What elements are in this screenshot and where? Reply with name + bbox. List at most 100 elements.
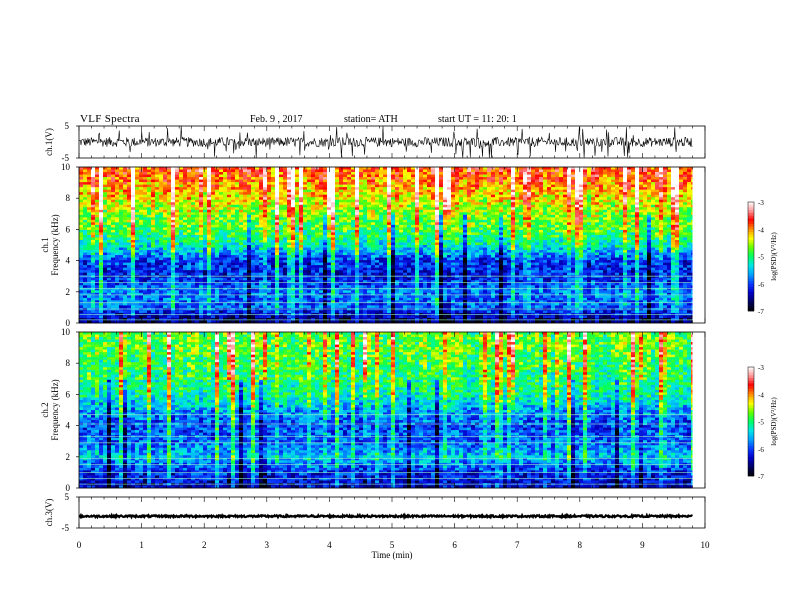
chart-title: VLF Spectra <box>80 113 140 125</box>
x-tick-label: 9 <box>640 540 645 550</box>
y-tick-label: 5 <box>65 121 70 131</box>
colorbar-cell <box>748 451 754 455</box>
colorbar-cell <box>748 369 754 373</box>
colorbar-cell <box>748 386 754 390</box>
colorbar-cell <box>748 448 754 452</box>
colorbar-tick-label: -6 <box>758 281 764 289</box>
colorbar-cell <box>748 237 754 241</box>
x-tick-label: 8 <box>578 540 583 550</box>
colorbar-label: log(PSD)(V²/Hz) <box>770 232 778 281</box>
y-axis-label: ch.1(V) <box>44 128 54 156</box>
colorbar-cell <box>748 421 754 425</box>
colorbar-cell <box>748 410 754 414</box>
colorbar-cell <box>748 210 754 214</box>
colorbar-cell <box>748 308 754 312</box>
colorbar-cell <box>748 259 754 263</box>
y-axis-label: Frequency (kHz) <box>50 379 60 440</box>
y-tick-label: 0 <box>66 483 71 493</box>
colorbar-cell <box>748 223 754 227</box>
colorbar-cell <box>748 367 754 371</box>
x-axis-label: Time (min) <box>372 550 413 560</box>
colorbar-cell <box>748 253 754 257</box>
colorbar-cell <box>748 256 754 260</box>
colorbar-cell <box>748 380 754 384</box>
colorbar-cell <box>748 289 754 293</box>
colorbar <box>747 201 755 312</box>
x-tick-label: 4 <box>327 540 332 550</box>
colorbar-cell <box>748 407 754 411</box>
colorbar-tick-label: -4 <box>758 391 764 399</box>
colorbar-cell <box>748 275 754 279</box>
colorbar-cell <box>748 226 754 230</box>
ch1-spectrogram <box>79 167 693 324</box>
colorbar-cell <box>748 426 754 430</box>
colorbar-tick-label: -5 <box>758 419 764 427</box>
colorbar-cell <box>748 437 754 441</box>
x-tick-label: 2 <box>202 540 207 550</box>
date-label: Feb. 9 , 2017 <box>250 114 303 125</box>
colorbar-cell <box>748 432 754 436</box>
ch2-spectrogram <box>79 332 693 489</box>
colorbar-cell <box>748 286 754 290</box>
station-label: station= ATH <box>344 114 398 125</box>
colorbar-cell <box>748 473 754 477</box>
colorbar-cell <box>748 231 754 235</box>
ch3-waveform-trace <box>78 512 694 521</box>
colorbar-cell <box>748 467 754 471</box>
colorbar-cell <box>748 297 754 301</box>
colorbar-cell <box>748 283 754 287</box>
colorbar-cell <box>748 394 754 398</box>
colorbar-cell <box>748 456 754 460</box>
colorbar-cell <box>748 372 754 376</box>
colorbar-cell <box>748 377 754 381</box>
colorbar-cell <box>748 267 754 271</box>
colorbar-cell <box>748 207 754 211</box>
colorbar-cell <box>748 405 754 409</box>
y-tick-label: 6 <box>66 389 71 399</box>
y-axis-label: ch.2 <box>40 402 50 417</box>
colorbar-cell <box>748 416 754 420</box>
x-tick-label: 6 <box>452 540 457 550</box>
colorbar-tick-label: -6 <box>758 446 764 454</box>
colorbar-cell <box>748 418 754 422</box>
colorbar-cell <box>748 264 754 268</box>
ch1-waveform-trace <box>78 126 693 159</box>
colorbar-cell <box>748 443 754 447</box>
colorbar-cell <box>748 383 754 387</box>
colorbar-cell <box>748 229 754 233</box>
colorbar-label: log(PSD)(V²/Hz) <box>770 397 778 446</box>
y-tick-label: 0 <box>66 318 71 328</box>
y-tick-label: 8 <box>66 193 71 203</box>
colorbar-cell <box>748 300 754 304</box>
y-tick-label: 5 <box>65 492 70 502</box>
colorbar-tick-label: -7 <box>758 308 764 316</box>
colorbar-cell <box>748 454 754 458</box>
colorbar-cell <box>748 459 754 463</box>
x-tick-label: 10 <box>701 540 711 550</box>
y-tick-label: 4 <box>66 421 71 431</box>
x-tick-label: 7 <box>515 540 520 550</box>
colorbar-cell <box>748 278 754 282</box>
colorbar-cell <box>748 281 754 285</box>
colorbar-cell <box>748 240 754 244</box>
colorbar-tick-label: -3 <box>758 364 764 372</box>
y-tick-label: 10 <box>61 327 71 337</box>
colorbar-cell <box>748 218 754 222</box>
y-tick-label: 2 <box>66 287 71 297</box>
colorbar-cell <box>748 215 754 219</box>
colorbar-tick-label: -5 <box>758 254 764 262</box>
colorbar-cell <box>748 242 754 246</box>
colorbar-cell <box>748 424 754 428</box>
colorbar-cell <box>748 270 754 274</box>
y-axis-label: ch.3(V) <box>44 499 54 527</box>
colorbar-cell <box>748 291 754 295</box>
colorbar-frame <box>747 366 755 477</box>
x-tick-label: 0 <box>77 540 82 550</box>
colorbar-cell <box>748 470 754 474</box>
colorbar-cell <box>748 413 754 417</box>
colorbar-tick-label: -7 <box>758 473 764 481</box>
colorbar-cell <box>748 440 754 444</box>
colorbar-frame <box>747 201 755 312</box>
y-tick-label: 6 <box>66 224 71 234</box>
x-tick-label: 5 <box>390 540 395 550</box>
